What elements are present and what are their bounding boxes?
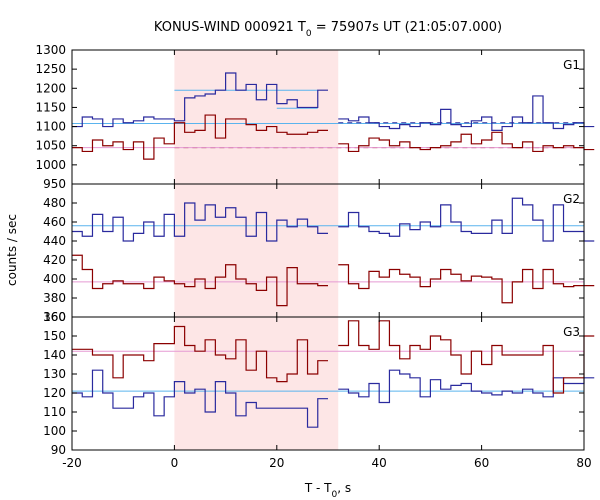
y-tick-label: 140 [43, 348, 66, 362]
panels-layer: 9501000105011001150120012501300G13603804… [35, 43, 595, 470]
y-tick-label: 380 [43, 291, 66, 305]
y-tick-label: 90 [51, 443, 66, 457]
series-red-step-line [72, 114, 328, 160]
y-tick-label: 1250 [35, 62, 66, 76]
highlight-interval [174, 50, 339, 450]
y-tick-label: 110 [43, 405, 66, 419]
x-tick-label: 20 [269, 456, 284, 470]
y-tick-label: 400 [43, 272, 66, 286]
series-red-step-line [338, 264, 595, 304]
series-red-step-line [72, 325, 328, 383]
y-tick-label: 950 [43, 177, 66, 191]
x-tick-label: 80 [576, 456, 591, 470]
series-red-step-line [338, 131, 595, 153]
y-tick-label: 1000 [35, 158, 66, 172]
y-axis-label: counts / sec [5, 214, 19, 286]
panel-label: G2 [563, 192, 580, 206]
y-tick-label: 100 [43, 424, 66, 438]
y-tick-label: 1200 [35, 81, 66, 95]
panel-g1: 950 1000 1050 1100 1150 1200 1250 1300 G1 [35, 43, 595, 191]
panel-label: G1 [563, 58, 580, 72]
y-tick-label: 150 [43, 329, 66, 343]
x-tick-label: 0 [171, 456, 179, 470]
x-tick-label: -20 [62, 456, 82, 470]
x-tick-labels: -20 0 20 40 60 80 [62, 456, 591, 470]
y-tick-label: 1050 [35, 139, 66, 153]
series-blue-step-line [72, 72, 328, 128]
series-blue-step-line [338, 197, 595, 242]
y-tick-label: 360 [43, 310, 66, 324]
y-tick-label: 1300 [35, 43, 66, 57]
y-tick-label: 1150 [35, 100, 66, 114]
series-red-step-line [72, 254, 328, 307]
y-tick-label: 420 [43, 253, 66, 267]
y-tick-label: 160 [43, 310, 66, 324]
series-blue-step-line [338, 369, 595, 404]
panel-g3: 90 100 110 120 130 140 150 160 G3 [43, 310, 595, 457]
x-axis-label: T - T0, s [304, 481, 351, 500]
chart-title: KONUS-WIND 000921 T0 = 75907s UT (21:05:… [154, 20, 502, 39]
series-blue-step-line [72, 369, 328, 428]
y-tick-label: 130 [43, 367, 66, 381]
x-tick-label: 40 [372, 456, 387, 470]
panel-frame [71, 316, 585, 451]
x-tick-label: 60 [474, 456, 489, 470]
y-tick-label: 120 [43, 386, 66, 400]
y-tick-label: 1100 [35, 120, 66, 134]
series-red-step-line [338, 320, 595, 394]
panel-label: G3 [563, 325, 580, 339]
interval-highlight-layer [174, 50, 339, 450]
y-tick-label: 440 [43, 234, 66, 248]
series-blue-step-line [72, 202, 328, 242]
y-tick-label: 480 [43, 196, 66, 210]
y-tick-label: 460 [43, 215, 66, 229]
series-blue-step-line [338, 95, 595, 131]
